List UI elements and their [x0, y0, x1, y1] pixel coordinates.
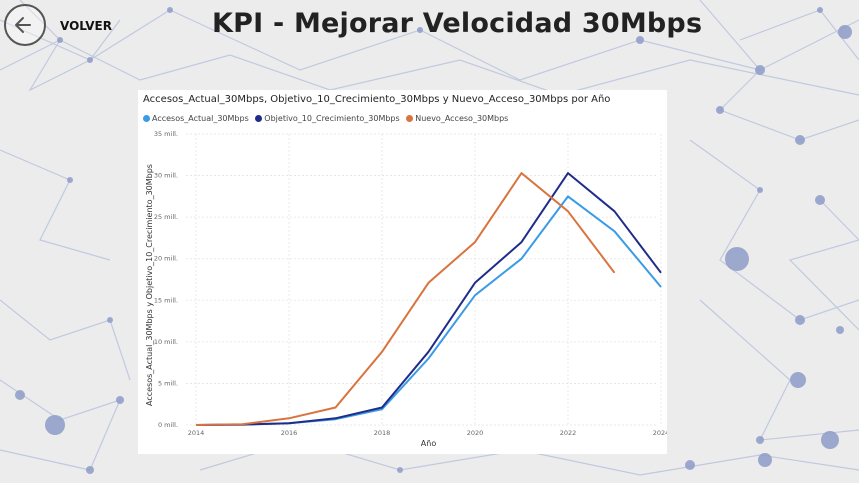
- x-tick-label: 2022: [560, 429, 577, 437]
- y-tick-label-left: 15 mill.: [154, 296, 178, 304]
- y-tick-label-left: 5 mill.: [158, 379, 178, 387]
- legend-color-swatch: [406, 115, 414, 122]
- legend-item[interactable]: Nuevo_Acceso_30Mbps: [406, 114, 508, 123]
- y-tick-label-left: 25 mill.: [154, 213, 178, 221]
- arrow-left-circle-icon: [15, 17, 31, 33]
- legend-item[interactable]: Accesos_Actual_30Mbps: [143, 114, 249, 123]
- chart-legend: Accesos_Actual_30Mbps Objetivo_10_Crecim…: [143, 114, 512, 123]
- y-tick-label-left: 20 mill.: [154, 255, 178, 263]
- x-tick-label: 2024: [653, 429, 667, 437]
- legend-color-swatch: [255, 115, 263, 122]
- back-label[interactable]: VOLVER: [60, 19, 112, 33]
- page-title: KPI - Mejorar Velocidad 30Mbps: [212, 8, 703, 39]
- series-line-objetivo-10-crecimiento-30mbps: [195, 172, 662, 426]
- chart-title: Accesos_Actual_30Mbps, Objetivo_10_Creci…: [143, 94, 611, 105]
- legend-item[interactable]: Objetivo_10_Crecimiento_30Mbps: [255, 114, 400, 123]
- y-tick-label-left: 30 mill.: [154, 172, 178, 180]
- series-line-nuevo-acceso-30mbps: [195, 172, 616, 426]
- x-tick-label: 2020: [467, 429, 484, 437]
- back-button[interactable]: [4, 4, 46, 46]
- y-axis-title-left: Accesos_Actual_30Mbps y Objetivo_10_Crec…: [145, 164, 154, 406]
- y-tick-label-left: 35 mill.: [154, 130, 178, 138]
- x-tick-label: 2014: [188, 429, 205, 437]
- x-tick-label: 2018: [374, 429, 391, 437]
- legend-label: Accesos_Actual_30Mbps: [152, 114, 249, 123]
- x-axis-title: Año: [421, 439, 437, 448]
- x-tick-label: 2016: [281, 429, 298, 437]
- legend-label: Nuevo_Acceso_30Mbps: [415, 114, 509, 123]
- legend-label: Objetivo_10_Crecimiento_30Mbps: [264, 114, 400, 123]
- chart-card: Accesos_Actual_30Mbps, Objetivo_10_Creci…: [138, 90, 667, 454]
- series-line-accesos-actual-30mbps: [195, 195, 662, 426]
- line-chart-plot: 0 mill.0 mill.5 mill.5 mill.10 mill.10 m…: [145, 130, 667, 448]
- y-tick-label-left: 10 mill.: [154, 338, 178, 346]
- legend-color-swatch: [143, 115, 150, 122]
- y-tick-label-left: 0 mill.: [158, 421, 178, 429]
